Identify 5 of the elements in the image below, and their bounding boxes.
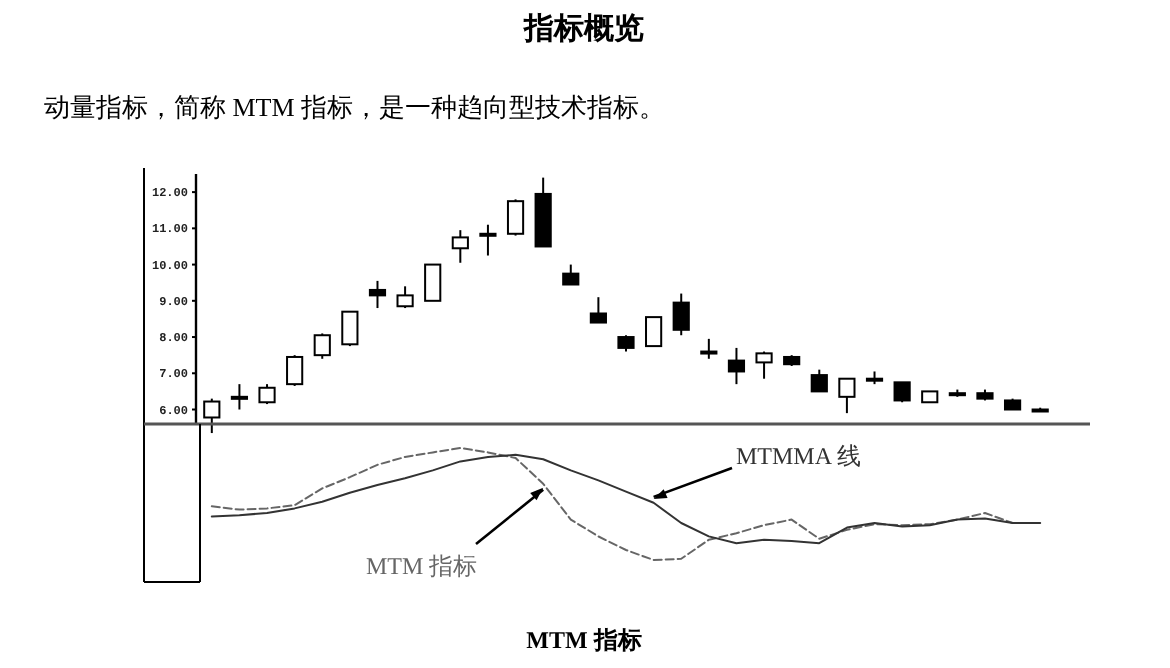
chart-title: 指标概览: [522, 12, 644, 46]
chart-subtitle: 动量指标，简称 MTM 指标，是一种趋向型技术指标。: [44, 92, 666, 122]
text: MTM 指标: [526, 626, 642, 654]
text: MTMMA 线: [736, 442, 861, 470]
text: MTM 指标: [366, 552, 478, 580]
